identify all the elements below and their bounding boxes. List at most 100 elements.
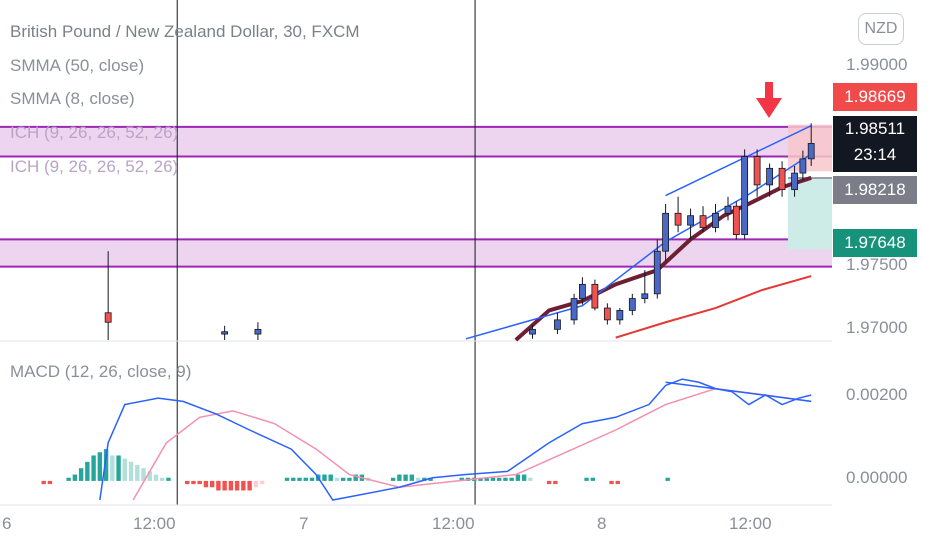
macd-histogram-bar: [141, 468, 146, 481]
macd-histogram-bar: [515, 474, 521, 481]
macd-histogram-bar: [484, 477, 489, 481]
candle-body: [254, 328, 262, 335]
candle-body: [699, 215, 707, 228]
macd-histogram-bar: [478, 477, 483, 481]
macd-divergence-line: [665, 381, 812, 403]
macd-histogram-bar: [41, 480, 46, 485]
macd-histogram-bar: [209, 480, 215, 488]
time-tick: 8: [597, 514, 607, 533]
macd-tick: 0.00200: [846, 385, 908, 404]
macd-histogram-bar: [297, 477, 302, 481]
indicator-ichimoku-1: ICH (9, 26, 26, 52, 26): [10, 123, 179, 142]
candle-body: [591, 283, 599, 309]
candle-body: [628, 298, 636, 311]
macd-histogram-bar: [122, 458, 127, 481]
position-price-tag: 1.98218: [833, 176, 917, 204]
candle-body: [641, 293, 649, 299]
candle-body: [653, 250, 661, 295]
candle-body: [674, 212, 682, 226]
macd-histogram-bar: [216, 480, 221, 491]
macd-histogram-bar: [103, 449, 109, 481]
price-tick: 1.97500: [846, 255, 908, 274]
macd-histogram-bar: [253, 480, 259, 488]
macd-histogram-bar: [128, 461, 134, 481]
time-tick: 6: [2, 514, 12, 533]
macd-histogram-bar: [328, 474, 333, 481]
macd-histogram-bar: [203, 480, 209, 488]
macd-histogram-bar: [528, 477, 533, 481]
currency-selector[interactable]: NZD: [858, 13, 904, 45]
macd-histogram-bar: [341, 477, 346, 481]
time-tick: 12:00: [432, 514, 475, 533]
macd-histogram-bar: [509, 477, 514, 481]
sell-arrow-shaft: [765, 82, 773, 100]
macd-histogram-bar: [116, 455, 121, 481]
candle-body: [570, 298, 578, 321]
macd-histogram-bar: [347, 477, 352, 481]
macd-tick: 0.00000: [846, 468, 908, 487]
current-price-tag: 1.98511 23:14: [833, 116, 917, 172]
chart-title: British Pound / New Zealand Dollar, 30, …: [10, 22, 360, 41]
macd-histogram-bar: [72, 474, 78, 481]
time-tick: 12:00: [729, 514, 772, 533]
smma-8-line: [514, 175, 812, 342]
macd-histogram-bar: [309, 477, 315, 481]
macd-histogram-bar: [66, 477, 71, 481]
macd-series: [41, 378, 812, 501]
macd-histogram-bar: [110, 455, 115, 481]
ichimoku-zone: [0, 126, 832, 157]
macd-histogram-bar: [78, 468, 84, 481]
macd-histogram-bar: [234, 480, 240, 491]
candle-body: [778, 167, 786, 191]
candle-body: [732, 205, 740, 236]
macd-histogram-bar: [85, 461, 90, 481]
macd-histogram-bar: [665, 477, 670, 481]
candle-body: [791, 172, 798, 191]
channel-upper-line: [665, 125, 812, 197]
macd-legend: MACD (12, 26, close, 9): [10, 362, 192, 381]
macd-histogram-bar: [428, 477, 433, 481]
macd-histogram-bar: [609, 480, 614, 485]
indicator-smma-8: SMMA (8, close): [10, 89, 135, 108]
macd-histogram-bar: [553, 480, 558, 485]
macd-histogram-bar: [191, 480, 196, 485]
macd-histogram-bar: [397, 474, 402, 481]
candle-body: [616, 309, 624, 321]
macd-histogram-bar: [334, 477, 340, 481]
macd-line: [99, 378, 812, 501]
indicator-smma-50: SMMA (50, close): [10, 56, 145, 75]
macd-histogram-bar: [422, 477, 427, 481]
sell-arrow-head: [756, 98, 782, 118]
candle-body: [662, 212, 669, 252]
candle-body: [554, 319, 561, 330]
candle-body: [712, 212, 719, 228]
smma-50-line: [615, 275, 812, 339]
macd-histogram-bar: [185, 480, 190, 485]
macd-signal-line: [132, 387, 812, 501]
macd-histogram-bar: [222, 480, 227, 491]
macd-histogram-bar: [459, 477, 464, 481]
candle-body: [753, 156, 761, 186]
time-tick: 12:00: [133, 514, 176, 533]
macd-histogram-bar: [241, 480, 246, 491]
macd-histogram-bar: [615, 480, 620, 485]
candle-body: [724, 205, 732, 214]
macd-histogram-bar: [135, 465, 140, 481]
macd-histogram-bar: [197, 480, 202, 485]
ichimoku-bands: [0, 125, 832, 268]
macd-histogram-bar: [409, 474, 415, 481]
macd-histogram-bar: [353, 474, 358, 481]
macd-histogram-bar: [415, 477, 421, 481]
macd-histogram-bar: [160, 477, 165, 481]
bar-countdown: 23:14: [853, 145, 897, 164]
candle-body: [807, 143, 815, 160]
macd-histogram-bar: [590, 477, 595, 481]
price-tick: 1.99000: [846, 55, 908, 74]
macd-histogram-bar: [390, 477, 396, 481]
macd-histogram-bar: [497, 477, 502, 481]
current-price-value: 1.98511: [844, 119, 906, 138]
take-profit-tag: 1.97648: [833, 229, 917, 257]
macd-histogram-bar: [291, 477, 296, 481]
ichimoku-zone: [0, 239, 832, 267]
macd-histogram-bar: [503, 477, 508, 481]
